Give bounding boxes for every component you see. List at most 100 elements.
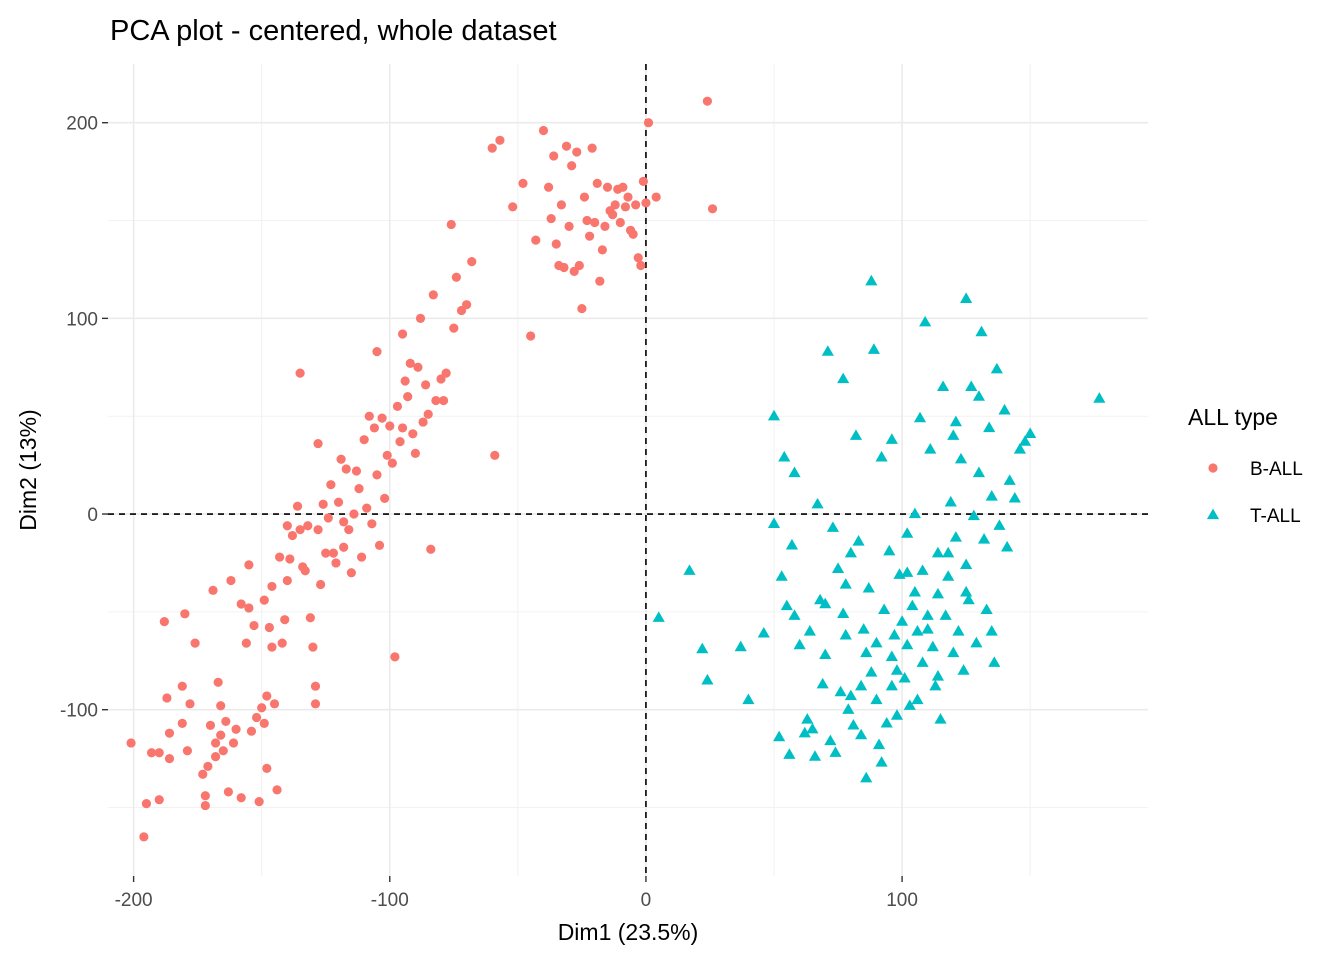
t-all-point bbox=[875, 756, 888, 767]
b-all-point bbox=[328, 548, 339, 558]
t-all-point bbox=[860, 771, 873, 783]
t-all-point bbox=[837, 372, 850, 384]
t-all-point bbox=[929, 679, 942, 691]
b-all-point bbox=[495, 135, 505, 145]
t-all-point bbox=[767, 409, 781, 421]
b-all-point bbox=[218, 746, 228, 756]
t-all-point bbox=[806, 722, 819, 734]
t-all-point bbox=[988, 656, 1001, 667]
t-all-point bbox=[944, 495, 957, 507]
b-all-point bbox=[462, 300, 472, 310]
b-all-point bbox=[292, 501, 303, 511]
t-all-point bbox=[865, 274, 878, 286]
t-all-point bbox=[701, 673, 714, 685]
t-all-point bbox=[742, 693, 755, 705]
t-all-point bbox=[878, 603, 891, 615]
t-all-point bbox=[936, 380, 950, 392]
t-all-point bbox=[885, 679, 898, 691]
t-all-point bbox=[903, 699, 916, 710]
b-all-point bbox=[382, 450, 392, 460]
t-all-point bbox=[829, 746, 842, 757]
b-all-point bbox=[303, 521, 313, 531]
b-all-point bbox=[177, 718, 187, 728]
t-all-point bbox=[821, 345, 834, 356]
t-all-point bbox=[819, 597, 832, 609]
t-all-point bbox=[911, 693, 924, 705]
b-all-point bbox=[295, 368, 305, 378]
b-all-point bbox=[561, 141, 572, 151]
t-all-point bbox=[911, 625, 924, 636]
t-all-point bbox=[890, 709, 904, 720]
t-all-point bbox=[965, 380, 978, 392]
t-all-point bbox=[798, 726, 811, 738]
t-all-point bbox=[975, 325, 988, 337]
t-all-point bbox=[785, 538, 799, 550]
t-all-point bbox=[913, 411, 927, 423]
b-all-point bbox=[372, 470, 382, 480]
b-all-point bbox=[423, 409, 433, 419]
legend-circle-icon bbox=[1208, 463, 1218, 473]
b-all-point bbox=[610, 200, 620, 210]
b-all-point bbox=[254, 797, 264, 807]
b-all-point bbox=[244, 560, 254, 570]
t-all-point bbox=[875, 450, 888, 462]
t-all-point bbox=[985, 490, 998, 501]
b-all-point bbox=[305, 613, 315, 623]
t-all-point bbox=[780, 599, 793, 611]
b-all-point bbox=[210, 752, 221, 762]
legend-items: B-ALL T-ALL bbox=[1206, 459, 1303, 527]
b-all-point bbox=[508, 202, 518, 212]
t-all-point bbox=[1003, 474, 1016, 485]
series-b-all-points bbox=[126, 96, 718, 842]
t-all-point bbox=[767, 517, 781, 528]
t-all-point bbox=[1008, 491, 1021, 503]
t-all-point bbox=[834, 685, 847, 697]
b-all-point bbox=[249, 620, 259, 631]
b-all-point bbox=[526, 331, 536, 341]
t-all-point bbox=[824, 734, 837, 746]
b-all-point bbox=[531, 235, 541, 245]
b-all-point bbox=[236, 599, 246, 609]
b-all-point bbox=[282, 521, 292, 531]
b-all-point bbox=[159, 617, 169, 627]
chart-title: PCA plot - centered, whole dataset bbox=[110, 15, 557, 47]
t-all-point bbox=[778, 450, 791, 462]
b-all-point bbox=[418, 417, 428, 427]
b-all-point bbox=[431, 395, 441, 406]
b-all-point bbox=[313, 438, 323, 449]
b-all-point bbox=[410, 448, 420, 458]
t-all-point bbox=[885, 650, 898, 662]
b-all-point bbox=[377, 413, 387, 423]
b-all-point bbox=[421, 380, 431, 390]
b-all-point bbox=[595, 276, 605, 286]
t-all-point bbox=[801, 713, 814, 724]
b-all-point bbox=[313, 525, 323, 535]
b-all-point bbox=[272, 785, 282, 795]
t-all-point bbox=[916, 656, 929, 667]
t-all-point bbox=[844, 689, 857, 701]
b-all-point bbox=[369, 423, 380, 433]
t-all-point bbox=[652, 611, 665, 622]
t-all-point bbox=[901, 527, 914, 538]
t-all-point bbox=[788, 466, 801, 478]
b-all-point bbox=[308, 642, 318, 652]
t-all-point bbox=[962, 593, 975, 605]
t-all-point bbox=[931, 587, 945, 599]
b-all-point bbox=[259, 595, 269, 605]
b-all-point bbox=[651, 192, 661, 202]
b-all-point bbox=[316, 579, 326, 590]
b-all-point bbox=[446, 219, 456, 230]
b-all-point bbox=[638, 176, 648, 186]
t-all-point bbox=[901, 566, 914, 577]
t-all-point bbox=[870, 636, 883, 648]
b-all-point bbox=[467, 257, 477, 267]
b-all-point bbox=[577, 303, 587, 314]
b-all-point bbox=[441, 368, 451, 378]
b-all-point bbox=[426, 544, 436, 554]
t-all-point bbox=[862, 581, 875, 593]
y-tick-label: 0 bbox=[87, 505, 98, 526]
b-all-point bbox=[200, 800, 210, 811]
t-all-point bbox=[990, 362, 1003, 374]
t-all-point bbox=[954, 452, 968, 464]
